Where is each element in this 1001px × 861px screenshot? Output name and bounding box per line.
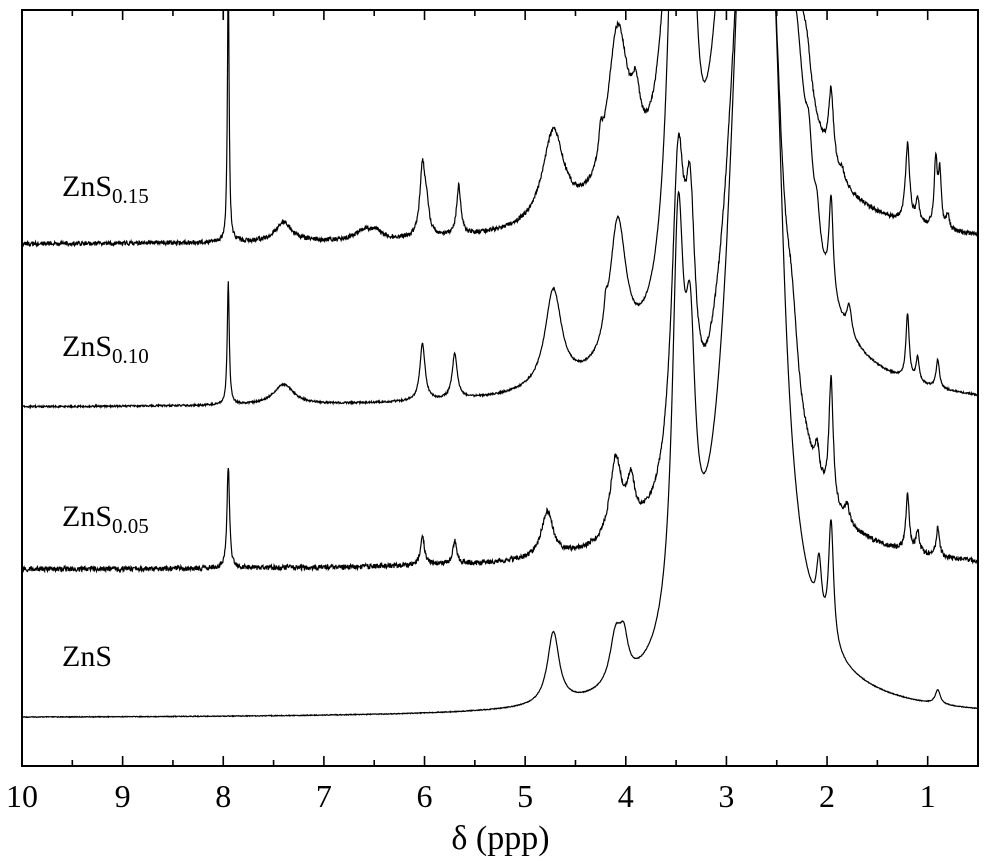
x-tick-label: 8 [215,778,231,815]
x-tick-label: 1 [920,778,936,815]
figure-container: ZnS ZnS0.05 ZnS0.10 ZnS0.15 10987654321 … [0,0,1001,861]
series-label-zns-010: ZnS0.10 [62,330,149,369]
x-tick-label: 10 [6,778,38,815]
series-label-zns: ZnS [62,640,112,674]
x-tick-label: 2 [819,778,835,815]
x-tick-label: 9 [115,778,131,815]
x-tick-label: 6 [417,778,433,815]
nmr-stacked-plot [0,0,1001,861]
spectrum-ZnS_0.05 [22,0,978,572]
x-axis-title: δ (ppp) [451,820,549,858]
x-tick-label: 3 [718,778,734,815]
x-tick-label: 4 [618,778,634,815]
spectrum-ZnS_0.10 [22,0,978,407]
spectrum-ZnS_0.15 [22,0,978,246]
x-tick-label: 7 [316,778,332,815]
series-label-zns-005: ZnS0.05 [62,500,149,539]
x-tick-label: 5 [517,778,533,815]
spectrum-ZnS [22,0,978,717]
series-label-zns-015: ZnS0.15 [62,170,149,209]
